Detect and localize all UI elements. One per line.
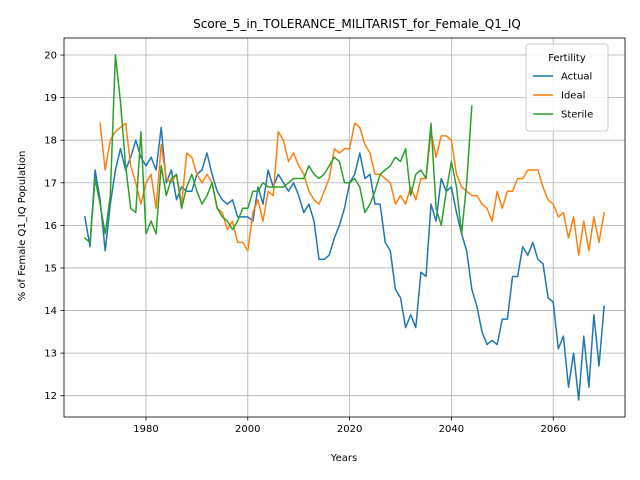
legend-box <box>525 43 609 132</box>
y-tick-label: 14 <box>44 306 57 317</box>
y-tick-label: 12 <box>44 391 57 402</box>
legend-label-sterile: Sterile <box>561 110 593 121</box>
legend-title: Fertility <box>548 53 586 64</box>
series-line-ideal <box>99 122 605 256</box>
series-layer <box>83 54 605 401</box>
x-tick-label: 2060 <box>540 424 565 435</box>
x-tick-label: 2040 <box>439 424 464 435</box>
legend-label-ideal: Ideal <box>561 91 585 102</box>
x-tick-label: 1980 <box>133 424 158 435</box>
y-tick-label: 19 <box>44 93 57 104</box>
x-axis-label: Years <box>330 453 357 464</box>
y-tick-label: 15 <box>44 263 57 274</box>
series-line-actual <box>84 126 605 401</box>
chart-title: Score_5_in_TOLERANCE_MILITARIST_for_Fema… <box>193 17 521 31</box>
y-tick-label: 18 <box>44 136 57 147</box>
legend: Fertility Actual Ideal Sterile <box>525 43 609 132</box>
x-axis-ticks: 1980 2000 2020 2040 2060 <box>133 417 566 435</box>
series-line-sterile <box>83 54 473 244</box>
x-tick-label: 2000 <box>235 424 260 435</box>
legend-label-actual: Actual <box>561 72 592 83</box>
y-tick-label: 16 <box>44 221 57 232</box>
x-tick-label: 2020 <box>337 424 362 435</box>
plot-frame <box>63 37 626 418</box>
y-tick-label: 20 <box>44 51 57 62</box>
legend-entries: Actual Ideal Sterile <box>533 72 593 121</box>
y-tick-label: 13 <box>44 349 57 360</box>
y-axis-ticks: 12 13 14 15 16 17 18 19 20 <box>44 51 64 402</box>
y-tick-label: 17 <box>44 178 57 189</box>
y-axis-label: % of Female Q1_IQ Population <box>17 151 28 302</box>
